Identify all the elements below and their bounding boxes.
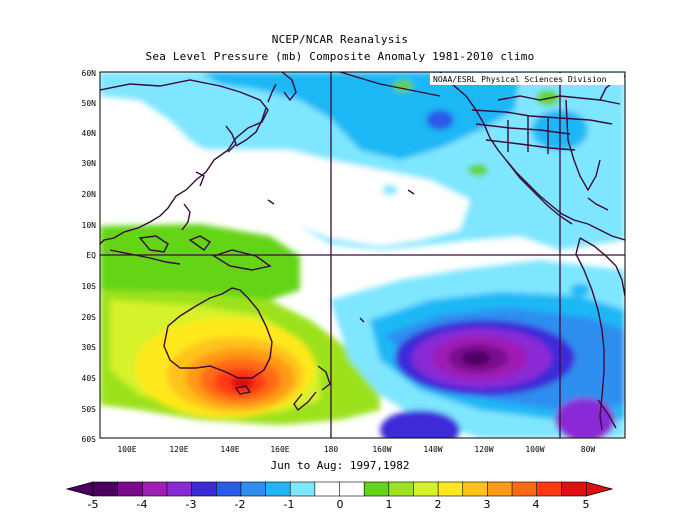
colorbar-label: -4 <box>137 498 148 511</box>
colorbar-swatch <box>388 481 415 497</box>
colorbar-label: 0 <box>337 498 344 511</box>
colorbar-label: 2 <box>435 498 442 511</box>
colorbar-swatch <box>339 481 365 497</box>
colorbar-swatch <box>561 481 587 497</box>
colorbar-swatch <box>437 481 464 497</box>
colorbar-left-arrow <box>65 481 94 497</box>
colorbar-label: 5 <box>583 498 590 511</box>
colorbar-swatch <box>363 481 390 497</box>
colorbar-swatch <box>462 481 489 497</box>
colorbar-right-arrow <box>585 481 614 497</box>
colorbar-swatch <box>413 481 439 497</box>
date-range: Jun to Aug: 1997,1982 <box>270 459 410 472</box>
lat-label: 50S <box>82 405 97 414</box>
credit-box <box>430 73 624 85</box>
colorbar-label: 3 <box>484 498 491 511</box>
colorbar-swatch <box>191 481 217 497</box>
colorbar-label: -2 <box>235 498 246 511</box>
lat-label: 60S <box>82 435 97 444</box>
lat-label: 50N <box>82 99 97 108</box>
lat-label: 10N <box>82 221 97 230</box>
lon-label: 160E <box>270 445 289 454</box>
lon-label: 100E <box>117 445 136 454</box>
lat-label: 30S <box>82 343 97 352</box>
colorbar-swatch <box>240 481 267 497</box>
colorbar-label: -3 <box>186 498 197 511</box>
colorbar-swatch <box>92 481 119 497</box>
colorbar-label: -5 <box>88 498 99 511</box>
colorbar-swatch <box>265 481 291 497</box>
colorbar-swatch <box>511 481 538 497</box>
colorbar-swatch <box>166 481 193 497</box>
colorbar-swatch <box>487 481 513 497</box>
lat-label: 20N <box>82 190 97 199</box>
lon-label: 120W <box>474 445 493 454</box>
lat-label: 40S <box>82 374 97 383</box>
map-frame <box>99 71 626 439</box>
lon-label: 100W <box>525 445 544 454</box>
colorbar-swatch <box>314 481 341 497</box>
lon-labels: 100E 120E 140E 160E 180 160W 140W 120W 1… <box>117 445 595 454</box>
lon-label: 140W <box>423 445 442 454</box>
lon-label: 140E <box>220 445 239 454</box>
lon-label: 80W <box>581 445 596 454</box>
colorbar-swatch <box>289 481 316 497</box>
lon-label: 120E <box>169 445 188 454</box>
colorbar-swatch <box>215 481 242 497</box>
map-subtitle: Sea Level Pressure (mb) Composite Anomal… <box>145 50 535 63</box>
lat-label: 60N <box>82 69 97 78</box>
colorbar-swatch <box>117 481 143 497</box>
colorbar: -5 -4 -3 -2 -1 0 1 2 3 4 5 <box>65 481 614 511</box>
credit-text: NOAA/ESRL Physical Sciences Division <box>433 75 607 84</box>
reference-lines <box>100 72 625 438</box>
lat-labels: 60N 50N 40N 30N 20N 10N EQ 10S 20S 30S 4… <box>82 69 97 444</box>
colorbar-label: -1 <box>284 498 295 511</box>
lat-label: 20S <box>82 313 97 322</box>
colorbar-label: 1 <box>386 498 393 511</box>
lat-label: 40N <box>82 129 97 138</box>
colorbar-label: 4 <box>533 498 540 511</box>
lon-label: 160W <box>372 445 391 454</box>
lon-label: 180 <box>324 445 339 454</box>
lat-label: EQ <box>86 251 96 260</box>
lat-label: 10S <box>82 282 97 291</box>
map-title: NCEP/NCAR Reanalysis <box>271 33 409 46</box>
coastlines <box>100 72 625 431</box>
anomaly-field <box>100 72 625 438</box>
colorbar-swatch <box>536 481 562 497</box>
lat-label: 30N <box>82 159 97 168</box>
colorbar-swatch <box>142 481 168 497</box>
